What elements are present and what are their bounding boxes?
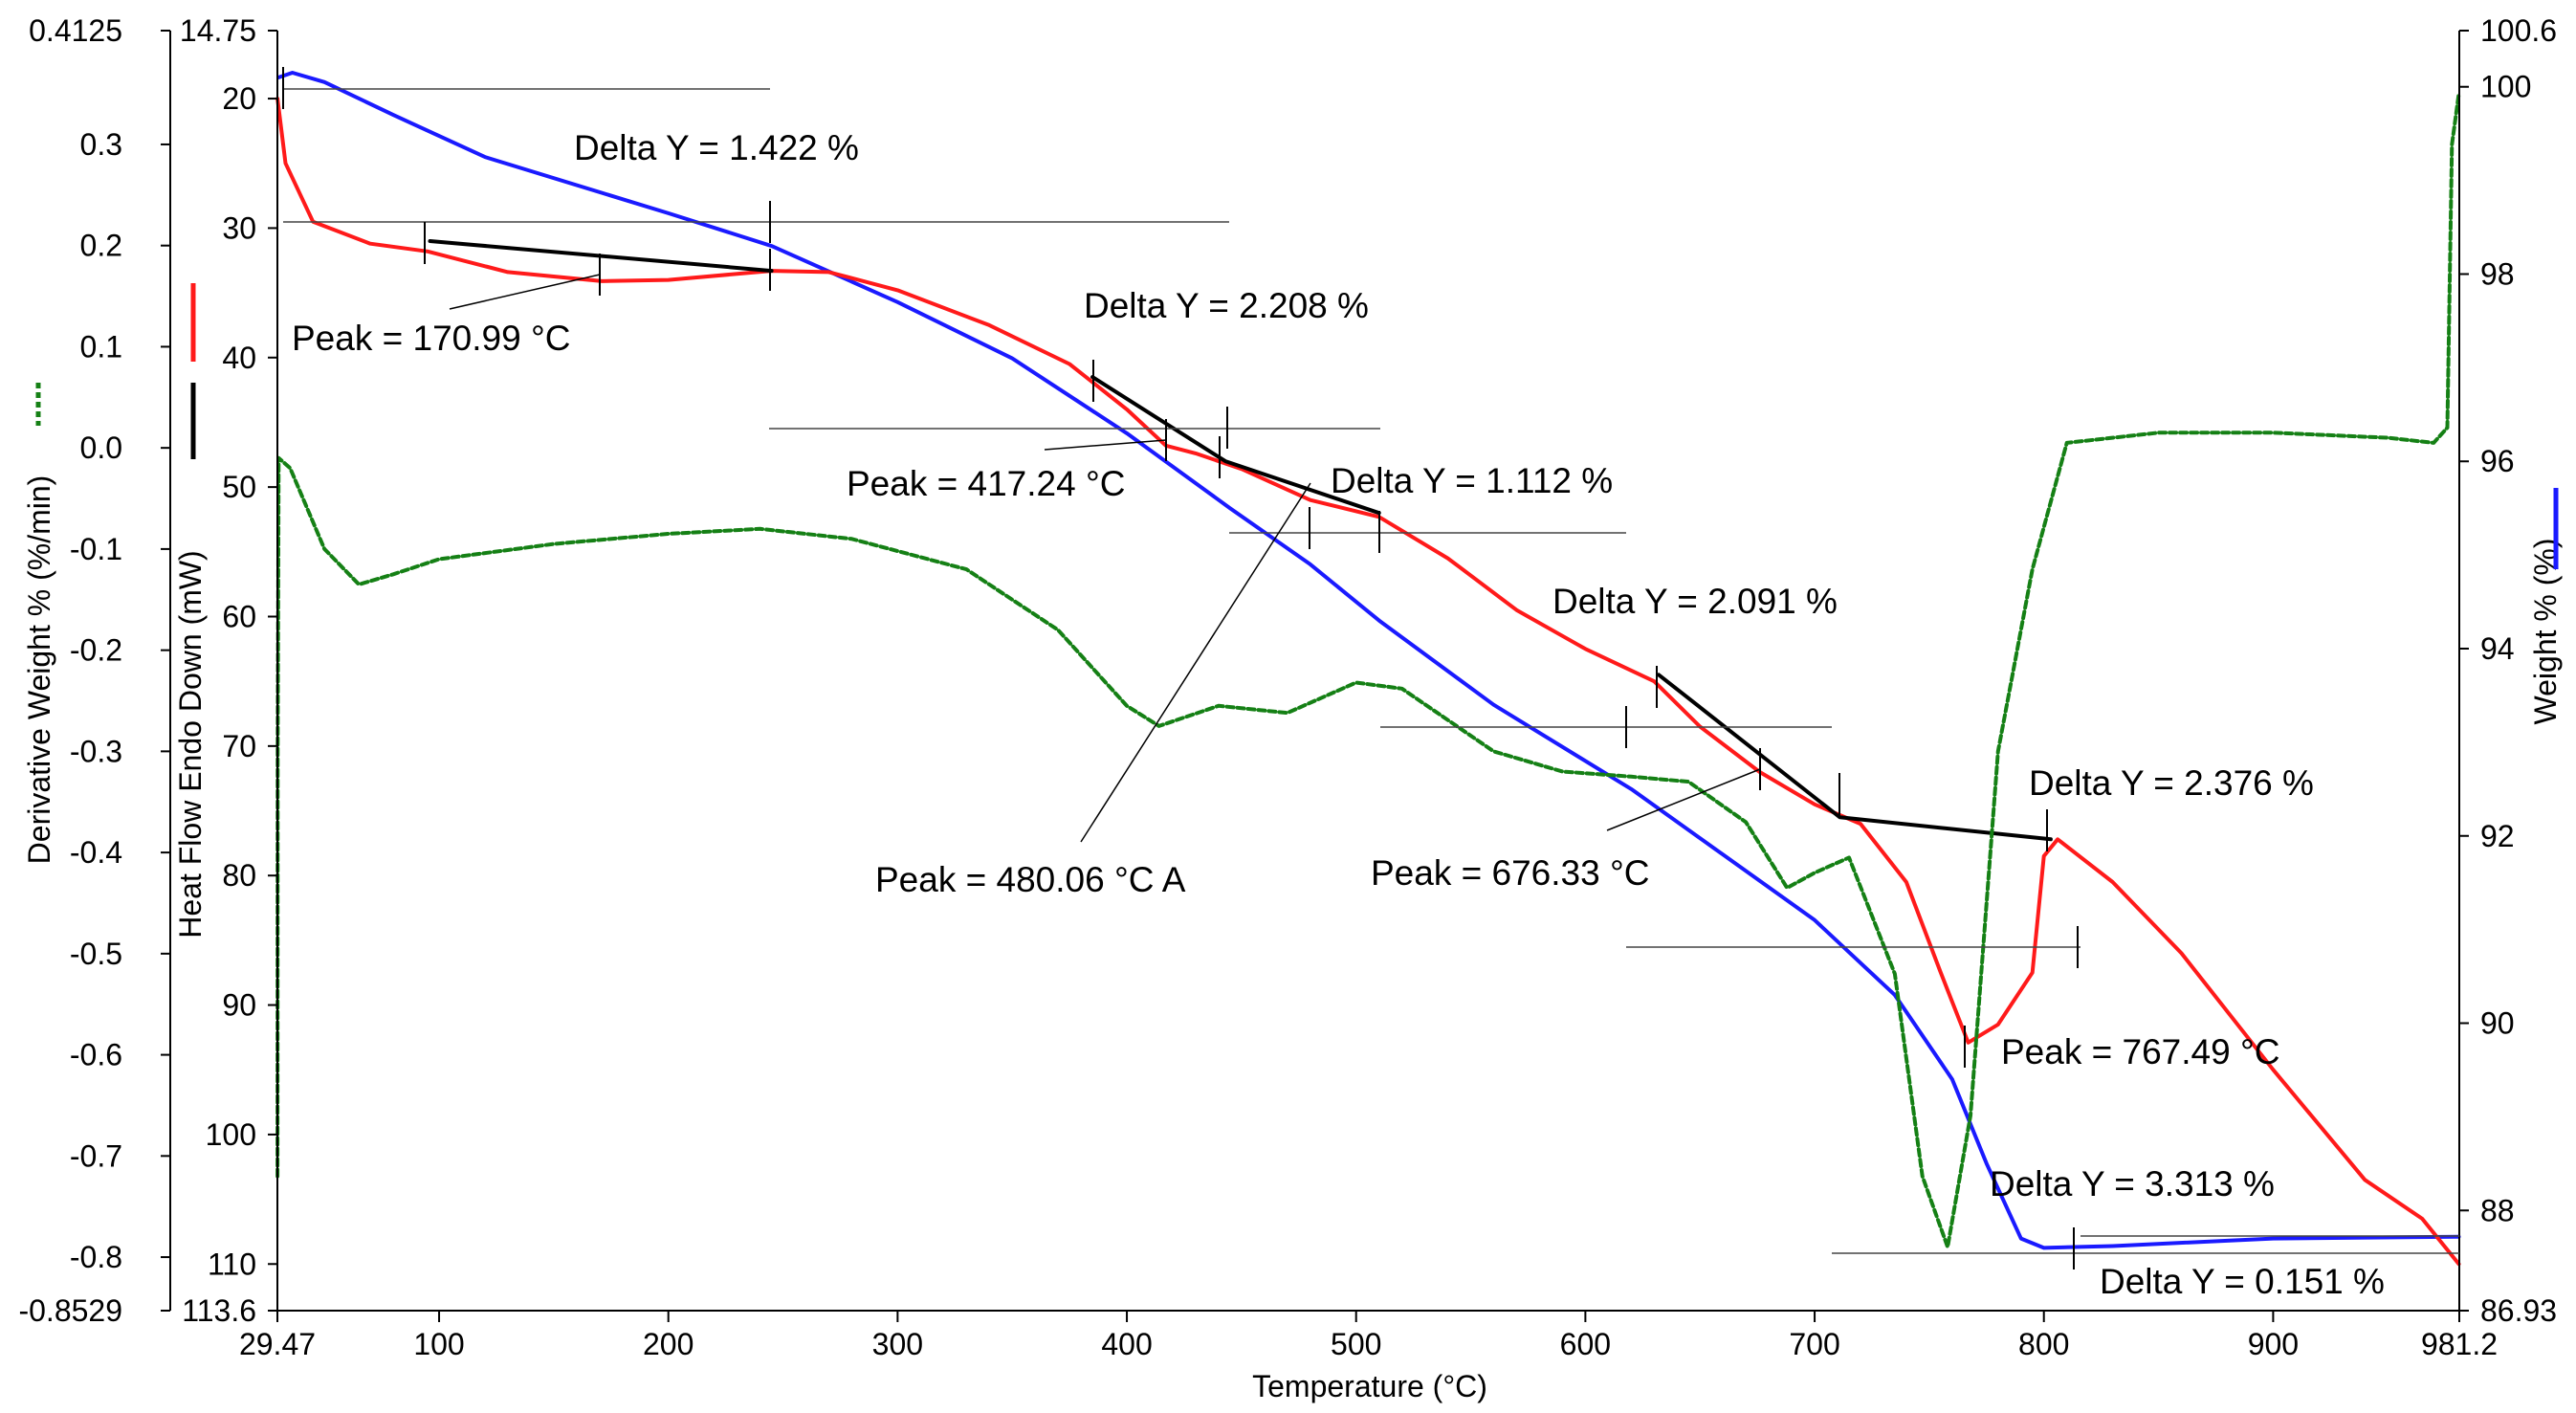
heat-flow-tick-label: 50 [222, 470, 256, 504]
delta-y-annotation: Delta Y = 2.376 % [2029, 763, 2314, 803]
derivative-tick-label: 0.2 [80, 229, 122, 263]
delta-y-annotation: Delta Y = 0.151 % [2100, 1262, 2385, 1301]
x-tick-label: 900 [2248, 1327, 2299, 1361]
peak-leader-line [449, 274, 601, 310]
weight-tick-label: 92 [2480, 819, 2515, 853]
weight-tick-label: 90 [2480, 1006, 2515, 1041]
weight-tick-label: 86.93 [2480, 1293, 2557, 1328]
weight-tick-label: 94 [2480, 631, 2515, 666]
weight-tick-label: 96 [2480, 444, 2515, 478]
peak-leader-line [1606, 768, 1761, 831]
weight-tick-label: 88 [2480, 1193, 2515, 1227]
derivative-axis-title: Derivative Weight % (%/min) [22, 475, 56, 865]
weight-curve [276, 71, 2461, 1250]
derivative-tick-label: -0.2 [70, 633, 122, 668]
derivative-tick-label: 0.1 [80, 329, 122, 364]
delta-y-annotation: Delta Y = 1.112 % [1331, 461, 1613, 500]
x-tick-label: 600 [1560, 1327, 1611, 1361]
x-tick-label: 500 [1331, 1327, 1381, 1361]
derivative-curve [275, 92, 2461, 1249]
x-tick-label: 200 [643, 1327, 694, 1361]
baseline-segment [428, 239, 774, 274]
baseline-segment [1657, 673, 2053, 842]
weight-tick-label: 98 [2480, 256, 2515, 291]
heat-flow-tick-label: 30 [222, 210, 256, 245]
weight-tick-label: 100 [2480, 70, 2531, 104]
x-tick-label: 300 [872, 1327, 923, 1361]
derivative-tick-label: 0.4125 [29, 13, 122, 48]
heat-flow-curve [275, 97, 2461, 1267]
heat-flow-tick-label: 60 [222, 599, 256, 633]
heat-flow-tick-label: 113.6 [182, 1293, 256, 1328]
heat-flow-tick-label: 14.75 [180, 13, 256, 48]
heat-flow-tick-label: 70 [222, 729, 256, 763]
derivative-tick-label: 0.0 [80, 431, 122, 465]
x-tick-label: 29.47 [239, 1327, 316, 1361]
x-tick-label: 700 [1789, 1327, 1839, 1361]
peak-annotation: Peak = 676.33 °C [1371, 853, 1649, 893]
weight-tick-label: 100.6 [2480, 13, 2557, 48]
derivative-tick-label: -0.5 [70, 937, 122, 971]
derivative-tick-label: -0.8529 [18, 1293, 122, 1328]
x-tick-label: 981.2 [2421, 1327, 2498, 1361]
derivative-tick-label: -0.6 [70, 1038, 122, 1072]
peak-annotation: Peak = 767.49 °C [2001, 1032, 2279, 1071]
derivative-tick-label: -0.8 [70, 1240, 122, 1274]
x-axis-title: Temperature (°C) [1252, 1369, 1487, 1403]
delta-y-annotation: Delta Y = 3.313 % [1990, 1164, 2275, 1203]
heat-flow-tick-label: 40 [222, 341, 256, 375]
delta-y-annotation: Delta Y = 2.091 % [1552, 582, 1838, 621]
x-tick-label: 100 [413, 1327, 464, 1361]
heat-flow-tick-label: 110 [208, 1247, 256, 1281]
delta-y-annotation: Delta Y = 1.422 % [574, 128, 859, 167]
derivative-tick-label: -0.4 [70, 835, 122, 870]
heat-flow-axis-title: Heat Flow Endo Down (mW) [173, 550, 208, 938]
peak-leader-line [1080, 482, 1311, 843]
heat-flow-tick-label: 100 [206, 1117, 256, 1152]
derivative-tick-label: 0.3 [80, 127, 122, 162]
x-tick-label: 800 [2018, 1327, 2069, 1361]
heat-flow-tick-label: 80 [222, 858, 256, 893]
heat-flow-tick-label: 20 [222, 81, 256, 116]
baseline-segment [1090, 375, 1381, 516]
derivative-tick-label: -0.7 [70, 1138, 122, 1173]
peak-annotation: Peak = 480.06 °C A [875, 860, 1186, 899]
derivative-tick-label: -0.3 [70, 734, 122, 768]
x-tick-label: 400 [1101, 1327, 1152, 1361]
heat-flow-tick-label: 90 [222, 988, 256, 1023]
delta-y-annotation: Delta Y = 2.208 % [1084, 286, 1369, 325]
peak-leader-line [1044, 439, 1167, 451]
peak-annotation: Peak = 417.24 °C [847, 464, 1125, 503]
peak-annotation: Peak = 170.99 °C [292, 319, 570, 358]
derivative-tick-label: -0.1 [70, 532, 122, 566]
